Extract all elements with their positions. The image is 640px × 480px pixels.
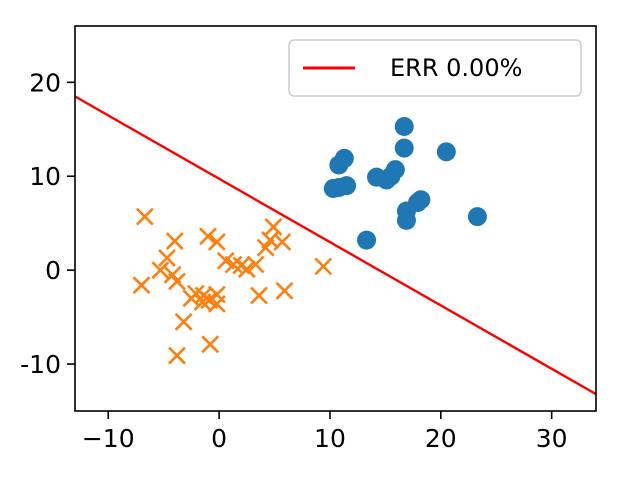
data-layer: [75, 95, 596, 396]
circle-point: [394, 116, 414, 136]
x-marker-point: [174, 312, 193, 331]
x-marker-point: [201, 335, 220, 354]
x-tick-label: 10: [314, 424, 346, 453]
decision-boundary-line: [75, 95, 596, 396]
x-marker-point: [264, 218, 283, 236]
x-marker-point: [193, 293, 212, 311]
x-marker-point: [165, 232, 184, 250]
x-marker-point: [273, 233, 292, 251]
circle-point: [367, 167, 387, 187]
legend-label: ERR 0.00%: [390, 54, 522, 82]
y-tick-label: 20: [29, 68, 61, 97]
x-marker-point: [135, 207, 154, 226]
x-tick-label: 30: [536, 424, 568, 453]
x-axis: −10 0 10 20 30: [82, 411, 568, 453]
circle-point: [396, 210, 416, 230]
y-axis: -10 0 10 20: [20, 68, 75, 379]
circle-point: [323, 178, 343, 198]
y-tick-label: 0: [45, 256, 61, 285]
x-marker-point: [237, 260, 256, 279]
x-tick-label: 0: [211, 424, 227, 453]
x-marker-point: [158, 249, 176, 267]
x-marker-point: [250, 286, 268, 305]
x-marker-point: [182, 289, 201, 308]
x-marker-point: [199, 227, 217, 246]
x-tick-label: 20: [425, 424, 457, 453]
x-marker-point: [207, 233, 226, 251]
x-marker-point: [132, 276, 151, 295]
x-marker-point: [168, 346, 186, 365]
circle-point: [394, 138, 414, 158]
y-tick-label: -10: [20, 350, 61, 379]
x-marker-point: [207, 295, 226, 313]
x-marker-point: [151, 261, 170, 280]
x-marker-point: [246, 255, 265, 274]
circle-point: [357, 230, 377, 250]
x-marker-point: [256, 238, 275, 257]
x-marker-point: [224, 255, 243, 274]
circle-point: [329, 155, 349, 175]
x-tick-label: −10: [82, 424, 135, 453]
x-marker-point: [314, 257, 333, 276]
plot-frame: [74, 25, 597, 412]
circle-point: [467, 207, 487, 227]
x-marker-point: [168, 272, 186, 291]
y-tick-label: 10: [29, 162, 61, 191]
legend: ERR 0.00%: [288, 39, 582, 97]
legend-box: [288, 39, 582, 97]
x-marker-point: [275, 281, 294, 300]
circle-point: [436, 142, 456, 162]
